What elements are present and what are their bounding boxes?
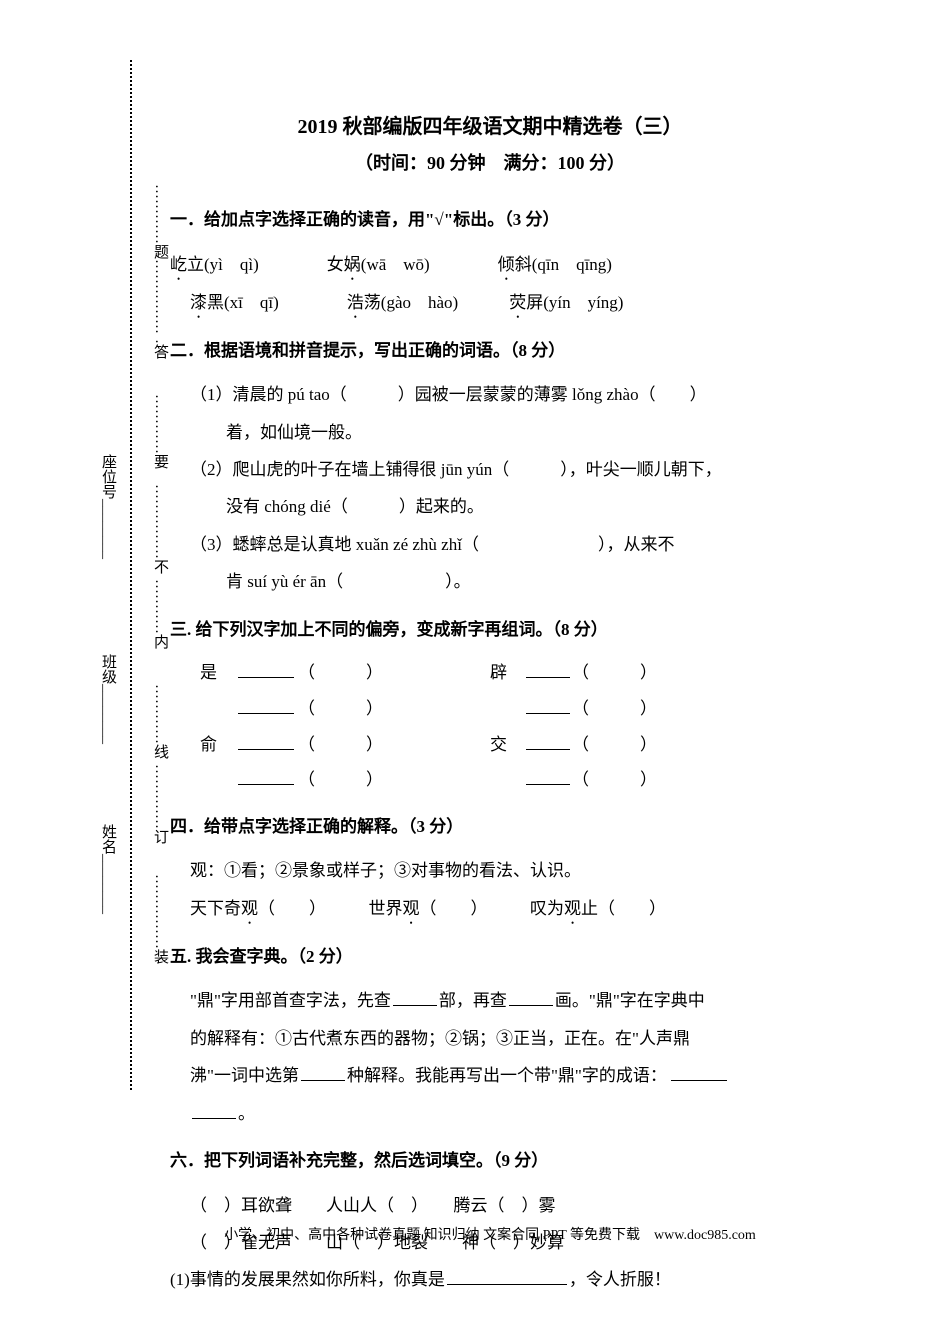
pinyin-char: 屹 <box>170 255 187 274</box>
binding-name-field: 姓名________ <box>98 820 119 918</box>
pinyin-char: 娲 <box>344 255 361 274</box>
blank <box>526 749 570 750</box>
blank <box>526 784 570 785</box>
text-frag: "鼎"字用部首查字法，先查 <box>190 991 391 1010</box>
q1-row1: 屹立(yì qì) 女娲(wā wō) 倾斜(qīn qīng) <box>170 246 810 284</box>
q2-line1b: 着，如仙境一般。 <box>170 414 810 451</box>
paren: （ ） <box>572 663 657 682</box>
section-6-head: 六．把下列词语补充完整，然后选词填空。（9 分） <box>170 1146 810 1177</box>
phrase-pre: 世界 <box>369 899 403 918</box>
paren: （ ） <box>298 770 383 789</box>
main-content: 2019 秋部编版四年级语文期中精选卷（三） （时间：90 分钟 满分：100 … <box>170 110 810 1299</box>
blank <box>393 1005 437 1006</box>
q6-line3: (1)事情的发展果然如你所料，你真是 ，令人折服！ <box>170 1261 810 1298</box>
pinyin-option: (wā wō) <box>361 255 430 274</box>
blank <box>301 1080 345 1081</box>
exam-subtitle: （时间：90 分钟 满分：100 分） <box>170 149 810 175</box>
q2-line2: （2）爬山虎的叶子在墙上铺得很 jūn yún（ ），叶尖一顺儿朝下， <box>170 451 810 488</box>
binding-word-bu: ……………不 <box>150 480 171 578</box>
paren: （ ） <box>298 663 383 682</box>
pinyin-char: 浩 <box>347 293 364 312</box>
section-5-head: 五. 我会查字典。（2 分） <box>170 942 810 973</box>
text-frag: ，令人折服！ <box>569 1270 671 1289</box>
q6-line1: （ ）耳欲聋 人山人（ ） 腾云（ ）雾 <box>170 1187 810 1224</box>
binding-area: 姓名________ 班级________ 座位号________ ……………装… <box>60 30 140 1060</box>
radical-char: 辟 <box>490 663 524 682</box>
q3-row1: 是 （ ） 辟 （ ） <box>170 655 810 691</box>
q4-items: 天下奇观（ ） 世界观（ ） 叹为观止（ ） <box>170 890 810 928</box>
text-frag: 沸"一词中选第 <box>190 1066 299 1085</box>
paren: （ ） <box>572 770 657 789</box>
binding-dotted-line <box>130 60 132 1090</box>
pinyin-pre: 女 <box>327 255 344 274</box>
binding-word-xian: …………线 <box>150 680 171 763</box>
blank <box>671 1080 727 1081</box>
paren: （ ） <box>298 735 383 754</box>
paren: （ ） <box>298 699 383 718</box>
q2-line1: （1）清晨的 pú tao（ ）园被一层蒙蒙的薄雾 lǒng zhào（ ） <box>170 376 810 413</box>
paren: （ ） <box>258 899 318 918</box>
q5-line4: 。 <box>170 1095 810 1132</box>
blank <box>526 677 570 678</box>
pinyin-char: 荧 <box>509 293 526 312</box>
text-frag: 。 <box>238 1104 255 1123</box>
section-4-head: 四．给带点字选择正确的解释。（3 分） <box>170 812 810 843</box>
blank <box>192 1118 236 1119</box>
text-frag: 画。"鼎"字在字典中 <box>555 991 705 1010</box>
dot-char: 观 <box>564 899 581 918</box>
section-1-head: 一．给加点字选择正确的读音，用"√"标出。（3 分） <box>170 205 810 236</box>
blank <box>238 713 294 714</box>
radical-char: 俞 <box>200 735 234 754</box>
exam-title: 2019 秋部编版四年级语文期中精选卷（三） <box>170 110 810 139</box>
radical-char: 是 <box>200 663 234 682</box>
q4-defs: 观：①看；②景象或样子；③对事物的看法、认识。 <box>170 852 810 889</box>
pinyin-option: 荡(gào hào) <box>364 293 458 312</box>
q2-line3b: 肯 suí yù ér ān（ ）。 <box>170 563 810 600</box>
blank <box>526 713 570 714</box>
blank <box>447 1284 567 1285</box>
q2-line3: （3）蟋蟀总是认真地 xuǎn zé zhù zhǐ（ ），从来不 <box>170 526 810 563</box>
pinyin-char: 倾 <box>498 255 515 274</box>
pinyin-option: 斜(qīn qīng) <box>515 255 612 274</box>
page-footer: 小学、初中、高中各种试卷真题 知识归纳 文案合同 PPT 等免费下载 www.d… <box>170 1224 810 1244</box>
dot-char: 观 <box>241 899 258 918</box>
q1-row2: 漆黑(xī qī) 浩荡(gào hào) 荧屏(yín yíng) <box>170 284 810 322</box>
phrase-pre: 叹为 <box>530 899 564 918</box>
section-2-head: 二．根据语境和拼音提示，写出正确的词语。（8 分） <box>170 336 810 367</box>
q2-line2b: 没有 chóng dié（ ）起来的。 <box>170 488 810 525</box>
pinyin-option: 立(yì qì) <box>187 255 259 274</box>
q5-line2: 的解释有：①古代煮东西的器物；②锅；③正当，正在。在"人声鼎 <box>170 1020 810 1057</box>
binding-seat-field: 座位号________ <box>98 450 119 563</box>
q3-row3: 俞 （ ） 交 （ ） <box>170 727 810 763</box>
q3-row2: （ ） （ ） <box>170 691 810 727</box>
text-frag: 部，再查 <box>439 991 507 1010</box>
paren: （ ） <box>572 699 657 718</box>
pinyin-option: 黑(xī qī) <box>207 293 279 312</box>
binding-word-ti: …………题…………… <box>150 180 171 338</box>
text-frag: 种解释。我能再写出一个带"鼎"字的成语： <box>347 1066 667 1085</box>
pinyin-char: 漆 <box>190 293 207 312</box>
section-3-head: 三. 给下列汉字加上不同的偏旁，变成新字再组词。（8 分） <box>170 615 810 646</box>
binding-word-nei: …………内 <box>150 570 171 653</box>
dot-char: 观 <box>403 899 420 918</box>
blank <box>238 784 294 785</box>
q5-line3: 沸"一词中选第 种解释。我能再写出一个带"鼎"字的成语： <box>170 1057 810 1094</box>
binding-word-ding: ……………订 <box>150 750 171 848</box>
phrase-pre: 天下奇 <box>190 899 241 918</box>
binding-word-yao: …………要 <box>150 390 171 473</box>
blank <box>238 677 294 678</box>
binding-class-field: 班级________ <box>98 650 119 748</box>
blank <box>238 749 294 750</box>
text-frag: (1)事情的发展果然如你所料，你真是 <box>170 1270 445 1289</box>
radical-char: 交 <box>490 735 524 754</box>
blank <box>509 1005 553 1006</box>
pinyin-option: 屏(yín yíng) <box>526 293 623 312</box>
q3-row4: （ ） （ ） <box>170 762 810 798</box>
paren: （ ） <box>420 899 480 918</box>
binding-word-zhuang: ……………装 <box>150 870 171 968</box>
paren: 止（ ） <box>581 899 666 918</box>
paren: （ ） <box>572 735 657 754</box>
q5-line1: "鼎"字用部首查字法，先查 部，再查 画。"鼎"字在字典中 <box>170 982 810 1019</box>
